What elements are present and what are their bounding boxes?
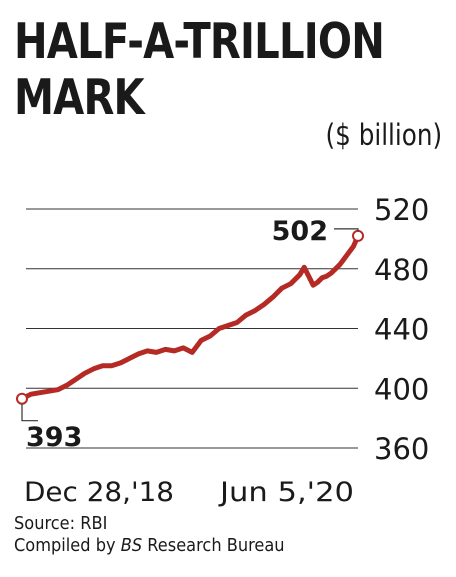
x-tick-label-end: Jun 5,'20	[218, 477, 354, 508]
start-value-label: 393	[26, 422, 82, 453]
start-point-marker	[16, 392, 28, 405]
title-line-1: HALF-A-TRILLION	[14, 13, 385, 70]
compiled-by-suffix: Research Bureau	[142, 535, 285, 556]
source-note: Source: RBI Compiled by BS Research Bure…	[14, 513, 285, 557]
reserves-line	[19, 233, 361, 402]
source-line: Source: RBI	[14, 513, 108, 534]
y-tick-400: 400	[374, 372, 429, 406]
y-tick-520: 520	[374, 193, 429, 227]
start-label-leader	[21, 403, 38, 422]
compiled-by-line: Compiled by BS Research Bureau	[14, 535, 285, 557]
chart-title: HALF-A-TRILLION MARK	[14, 13, 385, 126]
x-tick-label-start: Dec 28,'18	[24, 477, 174, 508]
end-point-marker	[352, 229, 364, 242]
end-label-leader	[334, 228, 359, 231]
end-value-label: 502	[272, 216, 328, 247]
title-line-2: MARK	[14, 69, 145, 126]
y-tick-480: 480	[374, 253, 429, 287]
compiled-by-publication: BS	[120, 535, 143, 556]
y-tick-labels: 360 400 440 480 520	[374, 193, 429, 466]
unit-label: ($ billion)	[325, 118, 442, 152]
y-tick-440: 440	[374, 313, 429, 347]
compiled-by-prefix: Compiled by	[14, 535, 121, 556]
y-tick-360: 360	[374, 432, 429, 466]
